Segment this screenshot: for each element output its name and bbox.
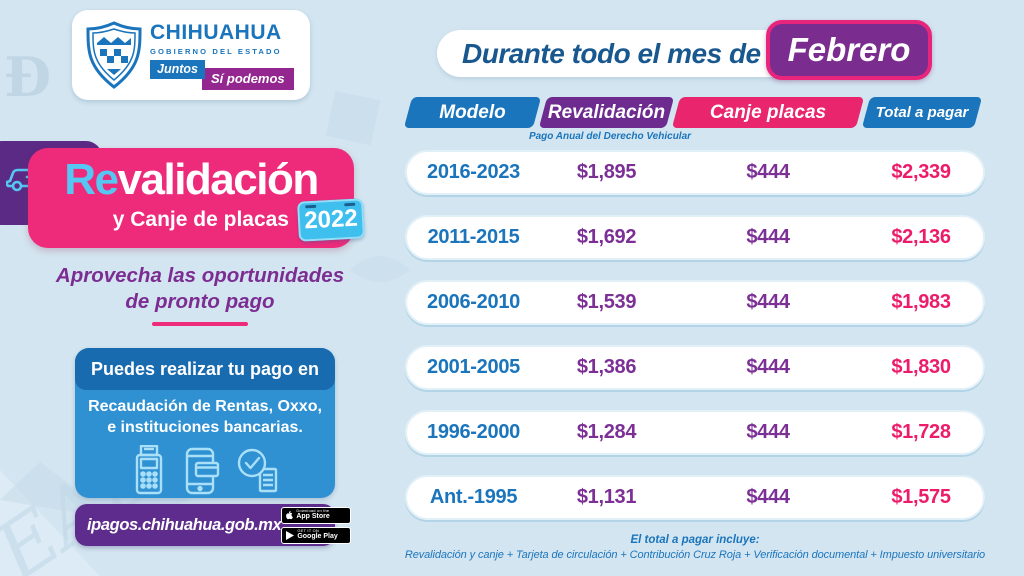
cell-modelo: 2016-2023 <box>427 161 520 183</box>
cell-revalidacion: $1,692 <box>576 226 637 248</box>
cell-canje: $444 <box>746 421 790 443</box>
cell-modelo: 1996-2000 <box>427 421 520 443</box>
apple-icon <box>286 510 294 519</box>
cell-modelo: 2011-2015 <box>427 226 520 248</box>
cell-canje: $444 <box>746 161 790 183</box>
cell-total: $1,830 <box>891 356 951 378</box>
footnote-items: Revalidación y canje + Tarjeta de circul… <box>404 549 986 561</box>
column-header-revalidacion: Revalidación <box>538 97 676 128</box>
table-row: 2016-2023 $1,895 $444 $2,339 <box>405 150 985 195</box>
payment-line-2: e instituciones bancarias. <box>107 418 303 436</box>
column-header-total-a-pagar: Total a pagar <box>861 97 984 128</box>
revalidacion-banner: Revalidación y Canje de placas 2022 <box>28 148 366 248</box>
slogan-si-podemos-badge: Sí podemos <box>201 67 294 90</box>
banner-title-accent: Re <box>64 155 119 204</box>
logo-government-subtitle: GOBIERNO DEL ESTADO <box>150 46 282 56</box>
cell-total: $1,983 <box>891 291 951 313</box>
cell-canje: $444 <box>746 226 790 248</box>
month-header-pill: Durante todo el mes de <box>437 30 813 77</box>
cell-canje: $444 <box>746 486 790 508</box>
promo-line-2: de pronto pago <box>125 289 275 313</box>
google-play-badge[interactable]: GET IT ON Google Play <box>281 526 352 544</box>
month-badge: Febrero <box>766 20 932 80</box>
cell-modelo: 2001-2005 <box>427 356 520 378</box>
payment-options-box: Puedes realizar tu pago en Recaudación d… <box>75 348 335 498</box>
cell-modelo: Ant.-1995 <box>429 486 518 508</box>
cell-revalidacion: $1,539 <box>576 291 637 313</box>
banner-subtitle: y Canje de placas <box>112 208 289 231</box>
promo-message: Aprovecha las oportunidades de pronto pa… <box>20 263 380 327</box>
promo-underline <box>152 322 248 327</box>
cell-revalidacion: $1,131 <box>576 486 637 508</box>
coat-of-arms-icon <box>86 21 142 89</box>
app-store-label: App Store <box>296 513 330 521</box>
month-header-text: Durante todo el mes de <box>462 37 761 69</box>
revalidacion-column-note: Pago Anual del Derecho Vehicular <box>528 131 692 142</box>
logo-slogan: Juntos Sí podemos <box>150 59 294 90</box>
google-play-label: Google Play <box>297 533 338 541</box>
cell-total: $1,728 <box>891 421 951 443</box>
cell-modelo: 2006-2010 <box>427 291 520 313</box>
pos-terminal-icon <box>135 444 163 494</box>
slogan-juntos-badge: Juntos <box>150 59 205 79</box>
column-header-modelo: Modelo <box>403 97 543 128</box>
plate-screw-icon <box>305 204 317 209</box>
cell-total: $1,575 <box>891 486 951 508</box>
phone-payment-icon <box>185 447 220 494</box>
google-play-pre-text: GET IT ON <box>297 527 319 533</box>
banner-title: Revalidación <box>28 155 354 205</box>
plate-year: 2022 <box>303 204 359 235</box>
table-row: 2006-2010 $1,539 $444 $1,983 <box>405 280 985 325</box>
state-logo-card: CHIHUAHUA GOBIERNO DEL ESTADO Juntos Sí … <box>72 10 310 100</box>
footnote: El total a pagar incluye: Revalidación y… <box>383 534 1007 561</box>
cell-canje: $444 <box>746 356 790 378</box>
table-row: 2001-2005 $1,386 $444 $1,830 <box>405 345 985 390</box>
payment-box-header: Puedes realizar tu pago en <box>75 348 335 390</box>
table-header: Modelo Revalidación Canje placas Total a… <box>403 97 988 128</box>
cell-revalidacion: $1,895 <box>576 161 637 183</box>
cell-revalidacion: $1,386 <box>576 356 637 378</box>
cell-canje: $444 <box>746 291 790 313</box>
plate-screw-icon <box>344 202 356 207</box>
cell-total: $2,136 <box>891 226 951 248</box>
payment-box-body: Recaudación de Rentas, Oxxo, e instituci… <box>75 397 335 439</box>
payment-line-1: Recaudación de Rentas, Oxxo, <box>88 398 322 415</box>
app-store-badge[interactable]: Download on the App Store <box>281 506 352 524</box>
pricing-table: 2016-2023 $1,895 $444 $2,339 2011-2015 $… <box>405 150 985 540</box>
cell-total: $2,339 <box>891 161 951 183</box>
promo-line-1: Aprovecha las oportunidades <box>55 264 345 287</box>
check-receipt-icon <box>237 448 278 492</box>
banner-title-rest: validación <box>117 155 320 204</box>
table-row: 1996-2000 $1,284 $444 $1,728 <box>405 410 985 455</box>
payment-url-bar[interactable]: ipagos.chihuahua.gob.mx Download on the … <box>75 504 352 546</box>
column-header-canje-placas: Canje placas <box>671 97 866 128</box>
app-store-pre-text: Download on the <box>296 507 330 513</box>
footnote-title: El total a pagar incluye: <box>630 534 760 546</box>
google-play-icon <box>286 530 295 540</box>
year-plate-badge: 2022 <box>296 198 366 242</box>
cell-revalidacion: $1,284 <box>576 421 637 443</box>
payment-url[interactable]: ipagos.chihuahua.gob.mx <box>87 515 282 534</box>
table-row: Ant.-1995 $1,131 $444 $1,575 <box>405 475 985 520</box>
table-row: 2011-2015 $1,692 $444 $2,136 <box>405 215 985 260</box>
logo-state-name: CHIHUAHUA <box>150 20 282 44</box>
